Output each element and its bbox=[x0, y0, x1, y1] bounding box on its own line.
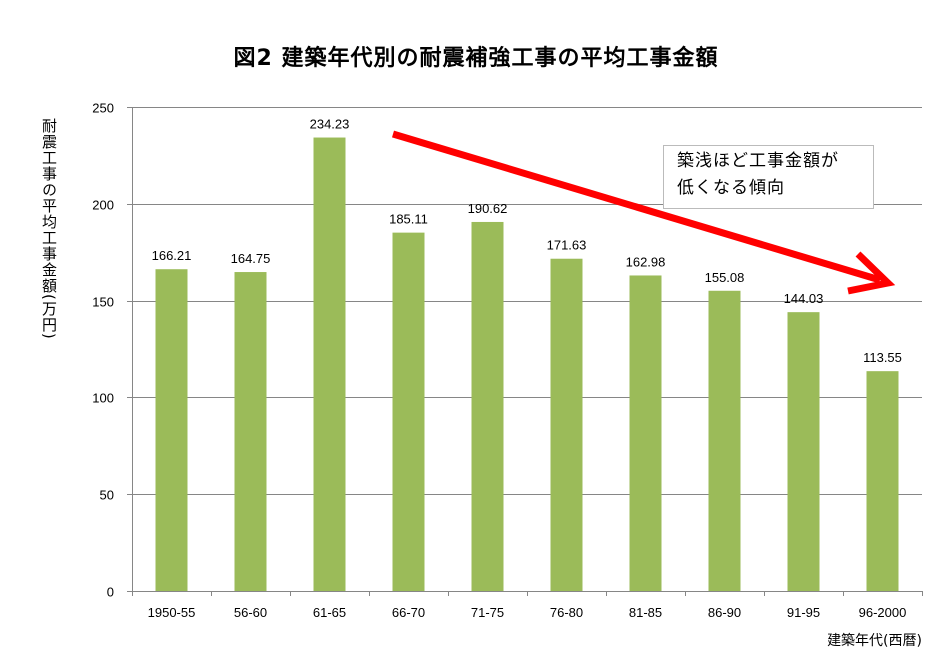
data-label: 164.75 bbox=[231, 251, 271, 266]
x-tick-label: 96-2000 bbox=[859, 605, 907, 620]
bar bbox=[866, 371, 899, 591]
y-tick-label: 100 bbox=[92, 391, 114, 406]
bar bbox=[550, 258, 583, 591]
x-tick-label: 56-60 bbox=[234, 605, 267, 620]
data-label: 234.23 bbox=[310, 117, 350, 132]
y-tick-label: 150 bbox=[92, 295, 114, 310]
data-label: 190.62 bbox=[468, 201, 508, 216]
y-axis-label: 耐震工事の平均工事金額(万円) bbox=[40, 118, 58, 340]
bar bbox=[392, 232, 425, 591]
data-label: 162.98 bbox=[626, 254, 666, 269]
bar bbox=[708, 290, 741, 591]
x-tick-label: 91-95 bbox=[787, 605, 820, 620]
data-label: 171.63 bbox=[547, 238, 587, 253]
y-tick-label: 0 bbox=[107, 585, 114, 600]
x-tick-label: 76-80 bbox=[550, 605, 583, 620]
bar bbox=[313, 137, 346, 592]
axes: 0 50 100 150 200 250 bbox=[92, 101, 923, 600]
annotation-callout: 築浅ほど工事金額が 低くなる傾向 bbox=[663, 145, 874, 209]
chart-title: 図2 建築年代別の耐震補強工事の平均工事金額 bbox=[233, 46, 719, 71]
data-label: 185.11 bbox=[389, 212, 428, 227]
bar bbox=[155, 269, 188, 591]
bar bbox=[234, 272, 267, 591]
bar bbox=[787, 312, 820, 591]
bar bbox=[471, 221, 504, 591]
x-tick-label: 81-85 bbox=[629, 605, 662, 620]
bar bbox=[629, 275, 662, 591]
y-tick-label: 200 bbox=[92, 198, 114, 213]
data-label: 113.55 bbox=[863, 350, 902, 365]
x-axis-label: 建築年代(西暦) bbox=[827, 633, 922, 649]
trend-arrow-icon bbox=[391, 130, 896, 295]
callout-line-2: 低くなる傾向 bbox=[677, 178, 785, 198]
bars bbox=[155, 137, 899, 592]
x-tick-labels: 1950-55 56-60 61-65 66-70 71-75 76-80 81-85 86-… bbox=[148, 605, 907, 620]
data-label: 155.08 bbox=[705, 270, 745, 285]
x-tick-label: 1950-55 bbox=[148, 605, 196, 620]
value-labels: 166.21 164.75 234.23 185.11 190.62 171.63 162.… bbox=[152, 117, 902, 366]
data-label: 144.03 bbox=[784, 291, 824, 306]
x-tick-label: 61-65 bbox=[313, 605, 346, 620]
data-label: 166.21 bbox=[152, 248, 192, 263]
x-tick-label: 86-90 bbox=[708, 605, 741, 620]
y-tick-label: 250 bbox=[92, 101, 114, 116]
callout-line-1: 築浅ほど工事金額が bbox=[677, 151, 839, 171]
x-tick-label: 66-70 bbox=[392, 605, 425, 620]
x-tick-label: 71-75 bbox=[471, 605, 504, 620]
y-tick-label: 50 bbox=[100, 488, 114, 503]
